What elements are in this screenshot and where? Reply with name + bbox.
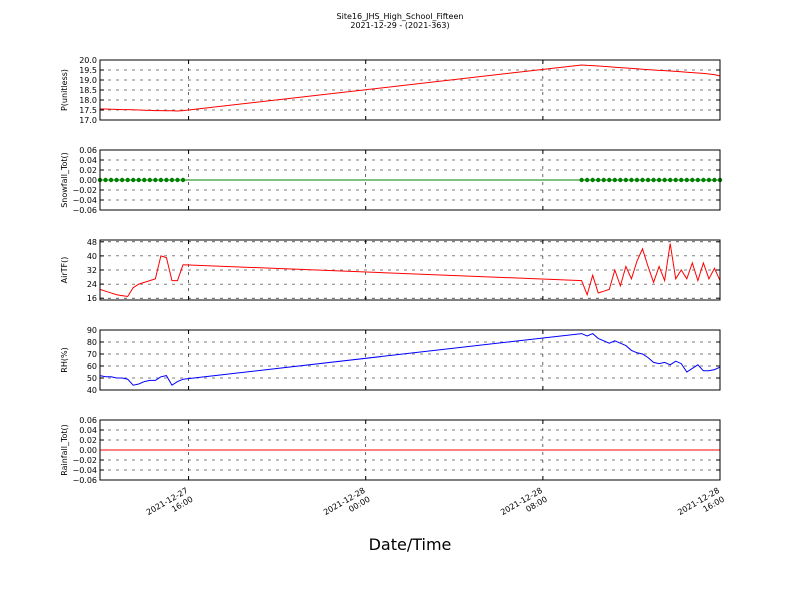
y-tick-label: −0.02	[72, 456, 97, 465]
y-tick-label: 40	[87, 386, 97, 395]
data-point	[596, 177, 601, 183]
data-point	[695, 177, 701, 183]
y-tick-label: −0.06	[72, 476, 97, 485]
data-point	[584, 177, 590, 183]
data-point	[634, 177, 640, 183]
y-tick-label: 0.02	[79, 166, 97, 175]
data-point	[662, 177, 667, 183]
data-point	[618, 177, 623, 183]
data-point	[640, 177, 645, 183]
data-point	[114, 177, 119, 183]
data-point	[136, 177, 141, 183]
data-point	[679, 177, 684, 183]
data-point	[645, 177, 651, 183]
data-point	[667, 177, 673, 183]
y-axis-label: RH(%)	[60, 347, 69, 372]
data-point	[656, 177, 662, 183]
y-tick-label: 0.00	[79, 176, 97, 185]
y-axis-label: P(unitless)	[60, 69, 69, 111]
y-tick-label: 40	[87, 252, 97, 261]
data-point	[108, 177, 114, 183]
data-point	[131, 177, 136, 183]
data-point	[153, 177, 158, 183]
y-tick-label: 50	[87, 374, 97, 383]
data-point	[651, 177, 656, 183]
data-point	[119, 177, 125, 183]
data-point	[601, 177, 606, 183]
plot-frame	[99, 149, 721, 211]
y-tick-label: 0.04	[79, 156, 97, 165]
y-axis-label: Snowfall_Tot()	[60, 152, 69, 208]
y-tick-label: −0.02	[72, 186, 97, 195]
data-point	[158, 177, 164, 183]
data-point	[623, 177, 629, 183]
y-tick-label: 32	[87, 266, 97, 275]
plot-frame	[99, 59, 721, 121]
y-tick-label: 0.06	[79, 416, 97, 425]
data-point	[142, 177, 147, 183]
data-point	[103, 177, 108, 183]
data-point	[612, 177, 618, 183]
data-point	[690, 177, 695, 183]
data-point	[164, 177, 169, 183]
data-point	[180, 177, 186, 183]
y-tick-label: 18.5	[79, 86, 97, 95]
data-line	[99, 333, 721, 386]
y-tick-label: −0.04	[72, 196, 97, 205]
data-point	[607, 177, 612, 183]
y-axis-label: Rainfall_Tot()	[60, 424, 69, 476]
y-tick-label: 48	[87, 238, 97, 247]
data-line	[100, 64, 721, 112]
y-tick-label: −0.04	[72, 466, 97, 475]
y-tick-label: 20.0	[79, 56, 97, 65]
data-point	[673, 177, 678, 183]
y-tick-label: 19.5	[79, 66, 97, 75]
y-tick-label: 16	[87, 294, 97, 303]
data-point	[125, 177, 130, 183]
y-tick-label: 90	[87, 326, 97, 335]
chart-title: Site16_JHS_High_School_Fifteen	[337, 12, 464, 21]
plot-frame	[99, 419, 721, 481]
y-tick-label: 70	[87, 350, 97, 359]
data-line	[99, 243, 721, 298]
data-point	[590, 177, 595, 183]
y-tick-label: 24	[87, 280, 97, 289]
y-tick-label: 0.04	[79, 426, 97, 435]
chart-subtitle: 2021-12-29 - (2021-363)	[350, 21, 449, 30]
x-axis-label: Date/Time	[369, 535, 452, 554]
y-tick-label: 19.0	[79, 76, 97, 85]
data-point	[169, 177, 175, 183]
y-tick-label: 18.0	[79, 96, 97, 105]
plot-frame	[99, 329, 721, 391]
data-point	[579, 177, 584, 183]
data-point	[706, 177, 712, 183]
y-tick-label: 0.02	[79, 436, 97, 445]
data-point	[175, 177, 180, 183]
y-tick-label: 60	[87, 362, 97, 371]
data-point	[701, 177, 706, 183]
data-point	[712, 177, 717, 183]
y-tick-label: −0.06	[72, 206, 97, 215]
data-point	[629, 177, 634, 183]
y-axis-label: AirTF()	[60, 257, 69, 284]
data-point	[147, 177, 153, 183]
y-tick-label: 17.0	[79, 116, 97, 125]
data-point	[684, 177, 689, 183]
y-tick-label: 0.06	[79, 146, 97, 155]
y-tick-label: 17.5	[79, 106, 97, 115]
y-tick-label: 0.00	[79, 446, 97, 455]
y-tick-label: 80	[87, 338, 97, 347]
plot-frame	[99, 239, 721, 301]
